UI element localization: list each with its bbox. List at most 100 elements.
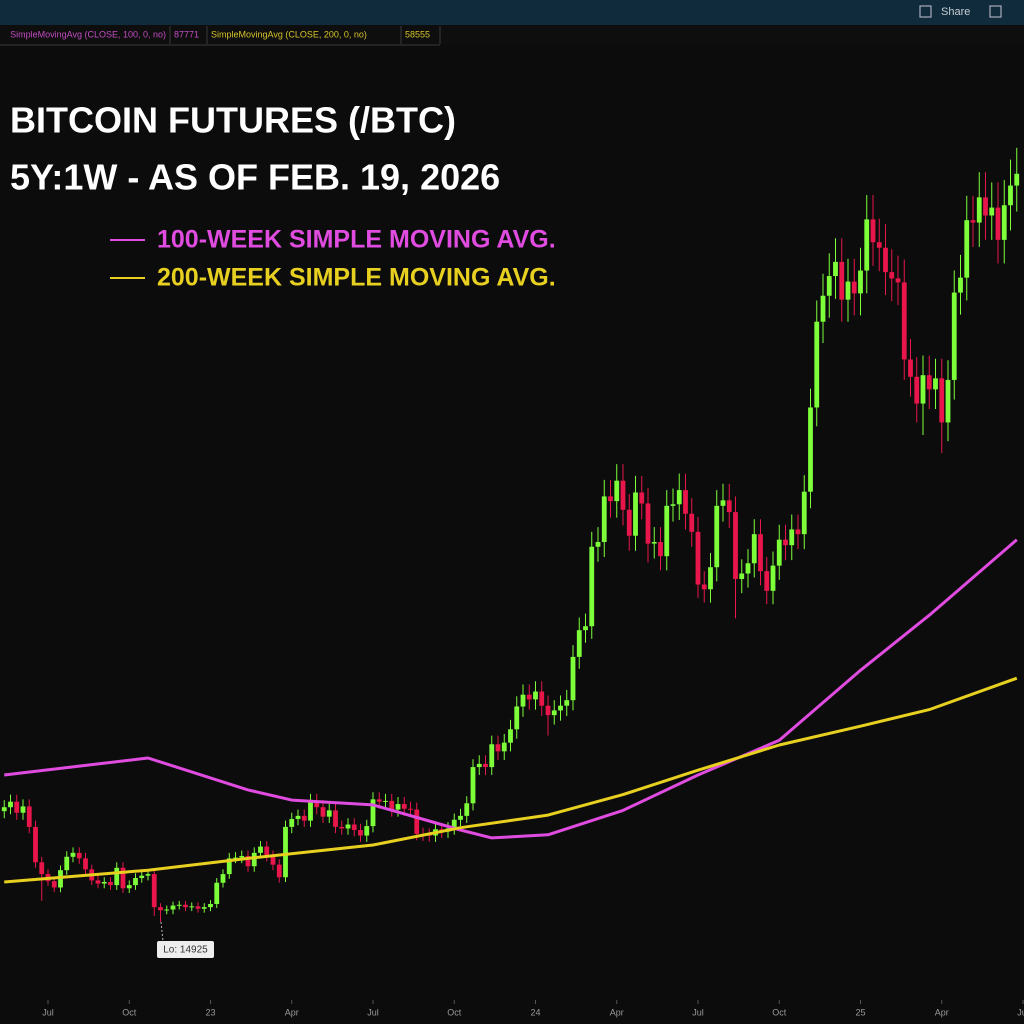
candle-body: [976, 197, 982, 223]
candle-body: [101, 881, 107, 884]
share-button[interactable]: Share: [941, 6, 970, 18]
candle-body: [520, 694, 526, 707]
x-axis-strip: [0, 1000, 1024, 1024]
candle-body: [326, 810, 332, 817]
candle-body: [189, 906, 195, 908]
candle-body: [95, 880, 101, 884]
candle-body: [845, 281, 851, 300]
candle-body: [364, 826, 370, 836]
candle-body: [1001, 205, 1007, 240]
candle-body: [164, 909, 170, 911]
candle-body: [595, 542, 601, 547]
candle-body: [233, 857, 238, 859]
candle-body: [839, 261, 845, 300]
sma-line: [4, 538, 1018, 840]
candle-body: [270, 856, 276, 865]
candle-body: [795, 529, 801, 535]
candle-body: [451, 819, 457, 829]
candle-body: [201, 907, 207, 909]
candle-body: [14, 801, 20, 813]
candle-body: [408, 808, 413, 810]
candle-body: [964, 220, 970, 278]
candle-body: [358, 830, 363, 836]
popout-icon[interactable]: [989, 5, 1002, 18]
candle-body: [145, 874, 151, 876]
candle-body: [889, 272, 895, 279]
candle-body: [739, 573, 745, 580]
candle-body: [933, 378, 938, 390]
candle-body: [458, 815, 463, 820]
candle-body: [801, 491, 807, 535]
x-tick-label: 23: [205, 1007, 215, 1017]
x-tick-label: Oct: [122, 1007, 137, 1017]
candle-body: [814, 321, 820, 408]
candle-body: [808, 407, 813, 492]
toolbar: [0, 0, 1024, 25]
candle-body: [776, 539, 782, 566]
candle-body: [483, 763, 488, 768]
candle-body: [645, 503, 651, 544]
candle-body: [939, 378, 945, 423]
candle-body: [120, 867, 126, 889]
candle-body: [783, 539, 788, 546]
candle-body: [251, 852, 257, 867]
candle-body: [920, 375, 926, 404]
x-tick-label: Apr: [610, 1007, 624, 1017]
annotation: Lo: 14925: [163, 945, 208, 956]
candle-body: [895, 278, 901, 283]
candle-body: [883, 247, 888, 273]
share-icon[interactable]: [919, 5, 932, 18]
candle-body: [733, 512, 738, 580]
candle-body: [83, 858, 88, 870]
candle-body: [589, 546, 595, 627]
candle-body: [220, 874, 226, 883]
candle-body: [926, 375, 932, 390]
candle-body: [545, 705, 551, 716]
candle-body: [720, 500, 726, 506]
legend-label: 200-WEEK SIMPLE MOVING AVG.: [157, 264, 556, 292]
moving-averages: [4, 538, 1018, 884]
candle-body: [26, 806, 32, 827]
candle-body: [551, 710, 557, 716]
candle-body: [470, 767, 476, 804]
candle-body: [570, 656, 576, 701]
candle-body: [176, 904, 182, 906]
x-tick-label: Apr: [935, 1007, 949, 1017]
candle-body: [958, 277, 963, 293]
candle-body: [258, 846, 263, 853]
candle-body: [901, 282, 907, 360]
candle-body: [708, 567, 713, 590]
candle-body: [70, 852, 76, 857]
candle-body: [951, 292, 957, 380]
x-tick-label: Apr: [285, 1007, 299, 1017]
chart-title: BITCOIN FUTURES (/BTC): [10, 100, 456, 141]
candle-body: [533, 691, 538, 700]
candle-body: [864, 219, 870, 271]
candle-body: [489, 744, 495, 768]
candle-body: [764, 571, 770, 591]
candle-body: [508, 729, 513, 743]
candle-body: [695, 531, 701, 585]
candle-body: [539, 691, 545, 706]
candle-body: [526, 694, 532, 700]
candle-body: [658, 542, 663, 557]
x-tick-label: Jul: [367, 1007, 379, 1017]
candle-body: [283, 826, 288, 878]
candle-body: [351, 824, 357, 831]
candle-body: [514, 706, 520, 730]
candle-body: [1014, 173, 1020, 186]
candle-body: [701, 584, 707, 590]
candle-body: [758, 534, 763, 572]
candle-body: [639, 492, 645, 504]
candle-body: [495, 744, 501, 752]
candle-body: [414, 809, 420, 834]
candle-body: [564, 700, 570, 706]
candle-body: [151, 874, 157, 908]
candle-body: [820, 295, 826, 322]
study-label: SimpleMovingAvg (CLOSE, 100, 0, no): [10, 29, 166, 39]
candle-body: [114, 867, 120, 886]
candle-body: [20, 806, 26, 813]
candle-body: [126, 885, 132, 889]
candle-body: [76, 852, 82, 859]
